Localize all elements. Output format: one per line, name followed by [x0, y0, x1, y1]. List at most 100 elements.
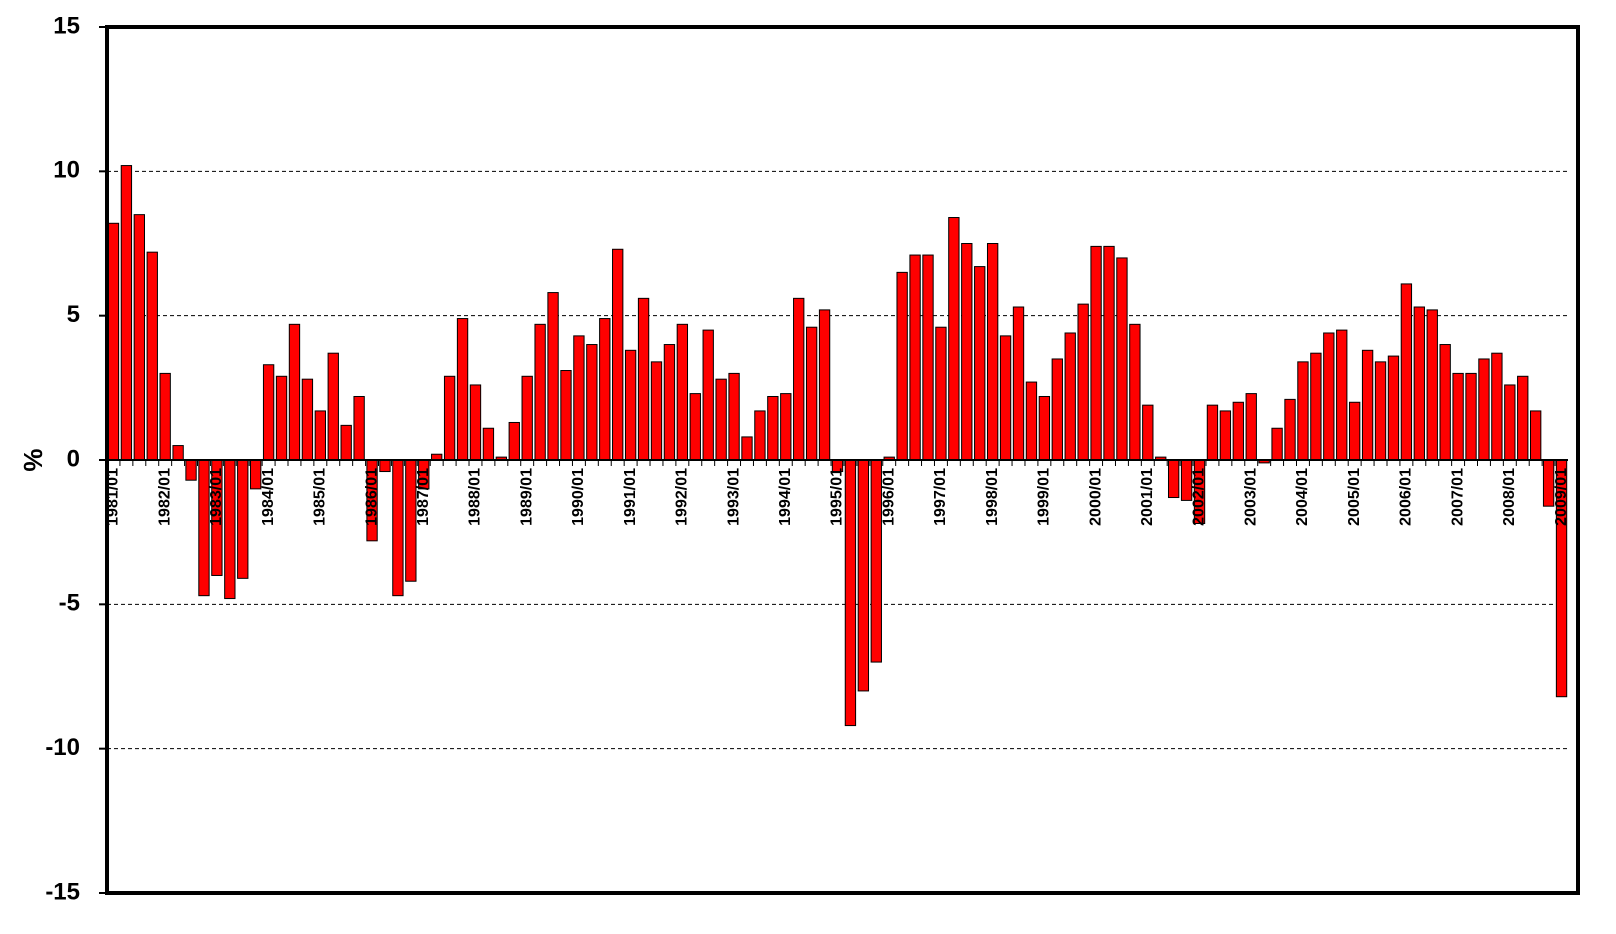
y-tick-label: 5: [67, 301, 80, 328]
bar: [818, 309, 831, 461]
bar: [1387, 355, 1400, 461]
bar: [586, 344, 598, 461]
x-tick-label: 2000/01: [1087, 468, 1104, 526]
bar: [1167, 459, 1180, 499]
bar: [1142, 404, 1154, 461]
x-tick-label: 1998/01: [984, 468, 1001, 526]
x-tick-label: 2004/01: [1294, 468, 1311, 526]
bar: [1090, 245, 1102, 461]
bar: [1051, 358, 1063, 461]
x-tick-label: 1991/01: [622, 468, 639, 526]
bar: [1413, 306, 1425, 461]
bar: [1374, 361, 1387, 461]
bar: [689, 393, 701, 461]
bar: [146, 251, 158, 461]
bar: [935, 326, 947, 461]
bar: [1465, 372, 1477, 461]
x-tick-label: 1987/01: [415, 468, 432, 526]
bar: [547, 292, 559, 461]
bar: [159, 372, 171, 461]
bar: [754, 410, 766, 461]
bar: [107, 222, 120, 461]
bar: [896, 271, 908, 461]
bar: [741, 436, 753, 461]
x-tick-label: 2009/01: [1553, 468, 1570, 526]
x-tick-label: 1983/01: [208, 468, 225, 526]
bar: [482, 427, 495, 461]
bar: [340, 424, 352, 461]
bar: [469, 384, 482, 461]
bar: [599, 318, 611, 461]
x-tick-label: 2002/01: [1191, 468, 1208, 526]
bar: [1517, 375, 1529, 461]
y-tick-label: -15: [45, 878, 80, 905]
x-tick-label: 1990/01: [570, 468, 587, 526]
y-tick-label: -5: [59, 590, 80, 617]
bar: [650, 361, 663, 461]
x-tick-label: 1986/01: [363, 468, 380, 526]
bar: [702, 329, 714, 461]
x-tick-label: 1995/01: [829, 468, 846, 526]
bar: [948, 217, 960, 461]
bar: [508, 421, 520, 461]
bar: [637, 297, 650, 461]
bar: [805, 326, 818, 461]
bar: [573, 335, 585, 461]
bar: [922, 254, 934, 461]
x-tick-label: 1985/01: [312, 468, 329, 526]
x-tick-label: 1997/01: [932, 468, 949, 526]
bar: [560, 370, 572, 461]
bar: [999, 335, 1012, 461]
bar: [1297, 361, 1309, 461]
bar: [1012, 306, 1025, 461]
bar: [1271, 427, 1283, 461]
bar: [986, 243, 999, 461]
bar: [288, 323, 301, 461]
bar: [327, 352, 339, 461]
bar: [1530, 410, 1542, 461]
bar: [844, 459, 857, 727]
bar: [1129, 323, 1141, 461]
bar: [1452, 372, 1464, 461]
bar: [728, 372, 740, 461]
bar: [793, 297, 805, 461]
bar: [1504, 384, 1516, 461]
bar: [443, 375, 456, 461]
x-tick-label: 1996/01: [880, 468, 897, 526]
bar: [1310, 352, 1322, 461]
bar: [1439, 344, 1451, 461]
bar: [676, 323, 689, 461]
bar: [392, 459, 404, 597]
bar: [1491, 352, 1503, 461]
x-tick-label: 1993/01: [725, 468, 742, 526]
bar: [857, 459, 870, 692]
bar: [353, 395, 365, 461]
bar: [767, 395, 779, 461]
x-tick-label: 2001/01: [1139, 468, 1156, 526]
bar: [1232, 401, 1244, 461]
bar: [1064, 332, 1076, 461]
bar: [1348, 401, 1361, 461]
bar: [120, 165, 133, 461]
bar: [1323, 332, 1335, 461]
plot-frame: [105, 25, 1580, 895]
bar: [1077, 303, 1089, 461]
bar: [1400, 283, 1413, 461]
bar: [185, 459, 197, 481]
bar: [262, 364, 275, 461]
bar: [1103, 245, 1115, 461]
bar: [1361, 349, 1374, 461]
x-tick-label: 1984/01: [260, 468, 277, 526]
bar: [1245, 393, 1257, 461]
x-tick-label: 1988/01: [467, 468, 484, 526]
bar: [1426, 309, 1438, 461]
x-tick-label: 1982/01: [156, 468, 173, 526]
bar: [379, 459, 391, 473]
x-tick-label: 2006/01: [1398, 468, 1415, 526]
x-tick-label: 1992/01: [674, 468, 691, 526]
x-tick-label: 1989/01: [518, 468, 535, 526]
bar: [1116, 257, 1128, 461]
bar: [780, 393, 792, 461]
y-axis-label: %: [18, 448, 48, 471]
x-tick-label: 2008/01: [1501, 468, 1518, 526]
